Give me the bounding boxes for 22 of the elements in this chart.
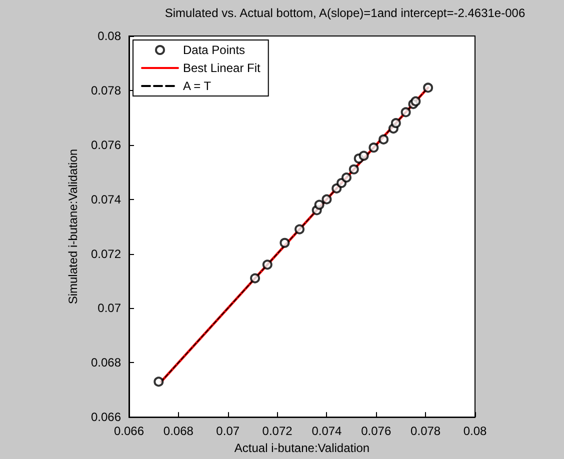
chart-title: Simulated vs. Actual bottom, A(slope)=1and intercept=-2.4631e-006: [164, 6, 526, 20]
x-tick-label: 0.074: [312, 424, 342, 438]
x-tick-label: 0.066: [114, 424, 144, 438]
legend-label: Best Linear Fit: [183, 61, 262, 75]
x-tick-label: 0.07: [216, 424, 240, 438]
x-tick-label: 0.072: [262, 424, 293, 438]
legend-label: A = T: [183, 79, 212, 93]
x-tick-label: 0.08: [463, 424, 487, 438]
y-axis-title: Simulated i-butane:Validation: [66, 148, 80, 304]
y-tick-label: 0.066: [90, 410, 122, 424]
x-tick-label: 0.076: [361, 424, 392, 438]
y-tick-label: 0.068: [90, 356, 122, 370]
x-tick-label: 0.068: [163, 424, 194, 438]
y-tick-label: 0.078: [90, 83, 122, 98]
x-axis-title: Actual i-butane:Validation: [234, 441, 370, 455]
y-tick-label: 0.076: [90, 138, 122, 152]
x-tick-label: 0.078: [410, 424, 441, 438]
y-tick-label: 0.07: [98, 301, 122, 316]
y-tick-label: 0.074: [90, 192, 122, 206]
legend-label: Data Points: [183, 43, 246, 57]
y-tick-label: 0.072: [90, 246, 122, 261]
y-tick-label: 0.08: [98, 29, 122, 43]
